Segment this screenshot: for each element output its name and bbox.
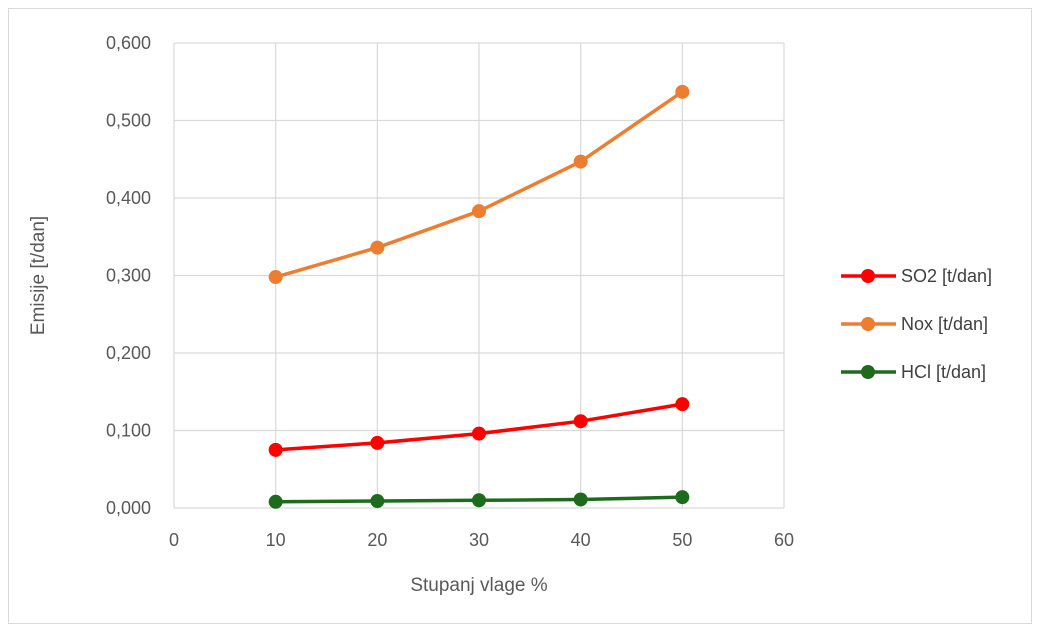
x-tick-label: 40 bbox=[571, 530, 591, 550]
x-tick-label: 20 bbox=[367, 530, 387, 550]
x-tick-label: 0 bbox=[169, 530, 179, 550]
data-point bbox=[268, 270, 283, 285]
y-tick-label: 0,200 bbox=[106, 343, 151, 363]
y-axis-title: Emisije [t/dan] bbox=[28, 216, 49, 335]
data-point bbox=[573, 492, 588, 507]
data-point bbox=[573, 414, 588, 429]
y-tick-label: 0,400 bbox=[106, 188, 151, 208]
y-tick-label: 0,600 bbox=[106, 33, 151, 53]
x-tick-label: 30 bbox=[469, 530, 489, 550]
data-point bbox=[370, 240, 385, 255]
chart-frame bbox=[8, 8, 1032, 624]
legend-marker bbox=[861, 269, 875, 283]
data-point bbox=[268, 442, 283, 457]
legend-label: HCl [t/dan] bbox=[901, 362, 986, 382]
data-point bbox=[472, 204, 486, 219]
legend-label: Nox [t/dan] bbox=[901, 314, 988, 334]
y-tick-label: 0,300 bbox=[106, 266, 151, 286]
data-point bbox=[573, 154, 588, 169]
y-tick-label: 0,500 bbox=[106, 111, 151, 131]
series bbox=[268, 84, 690, 509]
data-point bbox=[675, 397, 690, 412]
data-point bbox=[370, 435, 385, 450]
y-tick-label: 0,000 bbox=[106, 498, 151, 518]
data-point bbox=[268, 494, 283, 509]
x-tick-label: 60 bbox=[774, 530, 794, 550]
data-point bbox=[675, 84, 690, 99]
legend-label: SO2 [t/dan] bbox=[901, 266, 992, 286]
data-point bbox=[675, 490, 690, 505]
data-point bbox=[472, 426, 486, 441]
legend: SO2 [t/dan] Nox [t/dan] HCl [t/dan] bbox=[841, 266, 992, 382]
y-tick-label: 0,100 bbox=[106, 421, 151, 441]
legend-marker bbox=[861, 317, 875, 331]
x-tick-label: 10 bbox=[266, 530, 286, 550]
data-point bbox=[472, 493, 486, 508]
axes: 0,000 0,100 0,200 0,300 0,400 0,500 0,600 0 10 20… bbox=[106, 33, 794, 550]
x-axis-title: Stupanj vlage % bbox=[410, 575, 547, 596]
data-point bbox=[370, 494, 385, 509]
legend-marker bbox=[861, 365, 875, 379]
x-tick-label: 50 bbox=[672, 530, 692, 550]
